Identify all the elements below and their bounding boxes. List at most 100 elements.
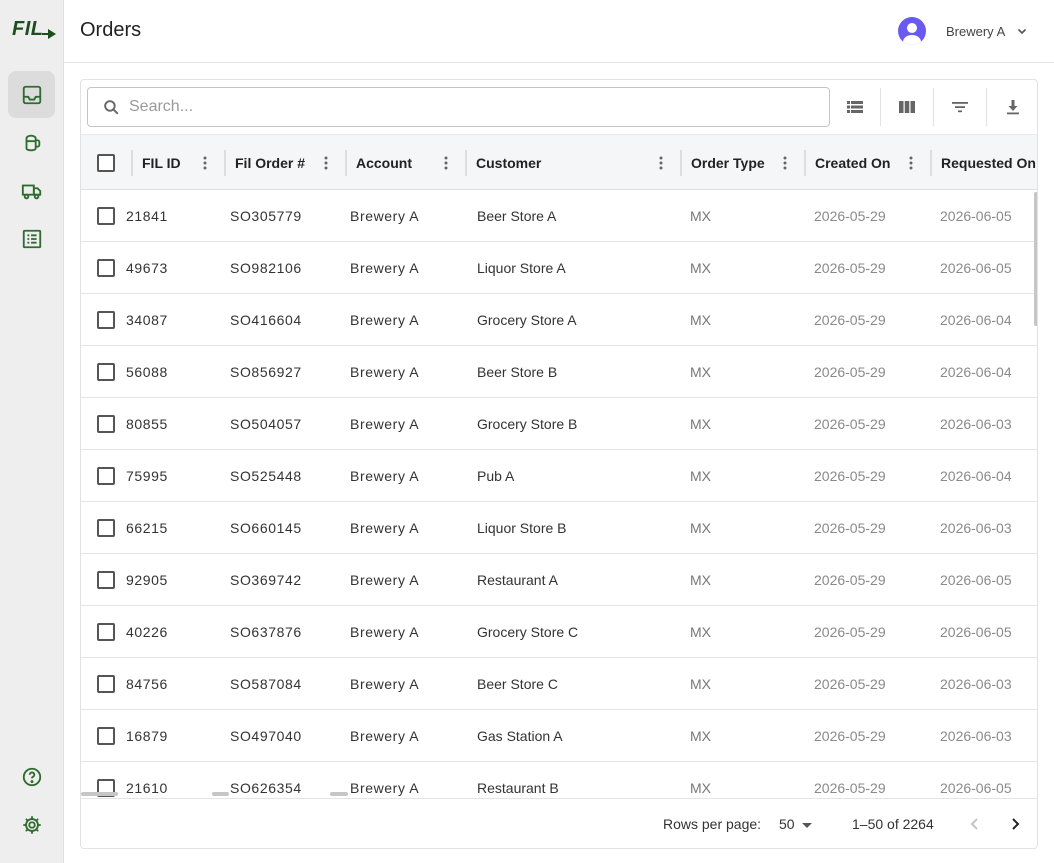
created-on-cell: 2026-05-29 (814, 624, 886, 640)
customer-cell: Grocery Store A (477, 312, 577, 328)
account-cell: Brewery A (350, 624, 420, 640)
order-type-cell: MX (690, 416, 711, 432)
columns-button[interactable] (885, 88, 929, 126)
column-header-order-number[interactable]: Fil Order # (235, 155, 306, 171)
orders-table-panel: FIL ID Fil Order # Account Customer Orde… (80, 79, 1038, 849)
order-number-cell: SO856927 (230, 364, 302, 380)
requested-on-cell: 2026-06-03 (940, 728, 1012, 744)
row-checkbox[interactable] (97, 623, 115, 641)
download-button[interactable] (991, 88, 1035, 126)
customer-cell: Gas Station A (477, 728, 563, 744)
customer-cell: Restaurant A (477, 572, 558, 588)
previous-page-button[interactable] (960, 809, 990, 839)
column-header-fil-id[interactable]: FIL ID (142, 155, 181, 171)
next-page-button[interactable] (1000, 809, 1030, 839)
customer-cell: Pub A (477, 468, 515, 484)
account-cell: Brewery A (350, 520, 420, 536)
column-menu-icon[interactable] (654, 155, 668, 171)
table-row[interactable]: 92905 SO369742 Brewery A Restaurant A MX 2026… (81, 554, 1037, 606)
table-row[interactable]: 21610 SO626354 Brewery A Restaurant B MX 2026… (81, 762, 1037, 798)
row-checkbox[interactable] (97, 519, 115, 537)
horizontal-scrollbar[interactable] (212, 792, 229, 796)
horizontal-scrollbar[interactable] (81, 792, 118, 796)
requested-on-cell: 2026-06-04 (940, 312, 1012, 328)
search-input[interactable] (129, 96, 809, 118)
column-menu-icon[interactable] (904, 155, 918, 171)
account-cell: Brewery A (350, 208, 420, 224)
row-checkbox[interactable] (97, 571, 115, 589)
logo-text: FIL (12, 18, 44, 40)
order-type-cell: MX (690, 260, 711, 276)
table-row[interactable]: 75995 SO525448 Brewery A Pub A MX 2026-05-29 2… (81, 450, 1037, 502)
order-type-cell: MX (690, 520, 711, 536)
column-header-order-type[interactable]: Order Type (691, 155, 765, 171)
fil-id-cell: 92905 (126, 572, 168, 588)
order-number-cell: SO369742 (230, 572, 302, 588)
fil-id-cell: 66215 (126, 520, 168, 536)
fil-id-cell: 56088 (126, 364, 168, 380)
sidebar-item-orders[interactable] (8, 71, 55, 118)
density-button[interactable] (833, 88, 877, 126)
table-row[interactable]: 49673 SO982106 Brewery A Liquor Store A MX 20… (81, 242, 1037, 294)
fil-id-cell: 21610 (126, 780, 168, 796)
requested-on-cell: 2026-06-04 (940, 364, 1012, 380)
avatar[interactable] (898, 17, 926, 45)
vertical-scrollbar[interactable] (1034, 192, 1037, 326)
requested-on-cell: 2026-06-05 (940, 260, 1012, 276)
row-checkbox[interactable] (97, 363, 115, 381)
column-menu-icon[interactable] (198, 155, 212, 171)
help-button[interactable] (8, 753, 55, 800)
order-number-cell: SO416604 (230, 312, 302, 328)
table-row[interactable]: 34087 SO416604 Brewery A Grocery Store A MX 2… (81, 294, 1037, 346)
column-menu-icon[interactable] (319, 155, 333, 171)
sidebar: FIL (0, 0, 64, 863)
select-all-checkbox[interactable] (97, 154, 115, 172)
caret-down-icon[interactable] (802, 823, 812, 828)
row-checkbox[interactable] (97, 727, 115, 745)
order-number-cell: SO525448 (230, 468, 302, 484)
sidebar-item-kegs[interactable] (8, 119, 55, 166)
sidebar-item-reports[interactable] (8, 215, 55, 262)
table-row[interactable]: 56088 SO856927 Brewery A Beer Store B MX 2026… (81, 346, 1037, 398)
account-cell: Brewery A (350, 572, 420, 588)
row-checkbox[interactable] (97, 675, 115, 693)
column-header-requested-on[interactable]: Requested On (941, 155, 1036, 171)
customer-cell: Beer Store C (477, 676, 558, 692)
created-on-cell: 2026-05-29 (814, 572, 886, 588)
column-menu-icon[interactable] (778, 155, 792, 171)
requested-on-cell: 2026-06-04 (940, 468, 1012, 484)
filter-button[interactable] (938, 88, 982, 126)
logo[interactable]: FIL (12, 18, 56, 41)
row-checkbox[interactable] (97, 259, 115, 277)
requested-on-cell: 2026-06-05 (940, 208, 1012, 224)
chevron-down-icon[interactable] (1016, 25, 1028, 37)
sidebar-item-shipments[interactable] (8, 167, 55, 214)
pagination-range: 1–50 of 2264 (852, 816, 934, 832)
column-header-customer[interactable]: Customer (476, 155, 542, 171)
created-on-cell: 2026-05-29 (814, 260, 886, 276)
column-menu-icon[interactable] (439, 155, 453, 171)
account-name[interactable]: Brewery A (946, 24, 1006, 39)
order-number-cell: SO982106 (230, 260, 302, 276)
customer-cell: Liquor Store A (477, 260, 566, 276)
row-checkbox[interactable] (97, 415, 115, 433)
table-row[interactable]: 16879 SO497040 Brewery A Gas Station A MX 202… (81, 710, 1037, 762)
table-row[interactable]: 84756 SO587084 Brewery A Beer Store C MX 2026… (81, 658, 1037, 710)
column-header-created-on[interactable]: Created On (815, 155, 891, 171)
filter-icon (952, 102, 968, 113)
table-row[interactable]: 21841 SO305779 Brewery A Beer Store A MX 2026… (81, 190, 1037, 242)
column-header-account[interactable]: Account (356, 155, 412, 171)
table-row[interactable]: 40226 SO637876 Brewery A Grocery Store C MX 2… (81, 606, 1037, 658)
rows-per-page-select[interactable]: 50 (779, 816, 795, 832)
table-row[interactable]: 80855 SO504057 Brewery A Grocery Store B MX 2… (81, 398, 1037, 450)
row-checkbox[interactable] (97, 467, 115, 485)
settings-button[interactable] (8, 801, 55, 848)
row-checkbox[interactable] (97, 311, 115, 329)
table-row[interactable]: 66215 SO660145 Brewery A Liquor Store B MX 20… (81, 502, 1037, 554)
fil-id-cell: 75995 (126, 468, 168, 484)
row-checkbox[interactable] (97, 207, 115, 225)
fil-id-cell: 34087 (126, 312, 168, 328)
horizontal-scrollbar[interactable] (330, 792, 348, 796)
search-box[interactable] (87, 87, 830, 127)
requested-on-cell: 2026-06-05 (940, 780, 1012, 796)
